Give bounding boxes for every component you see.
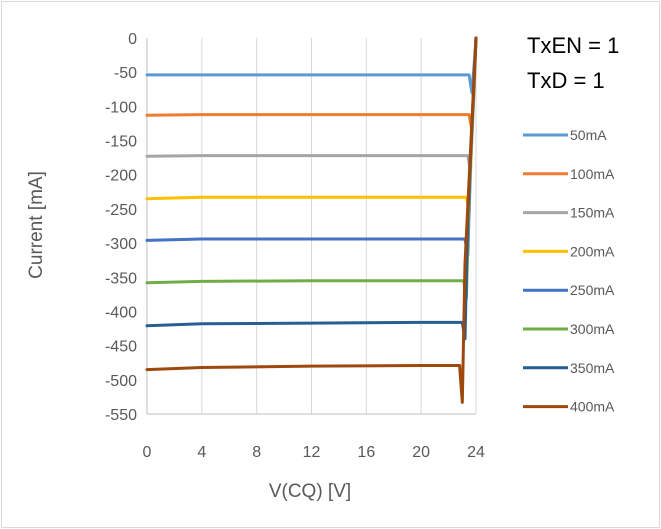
y-tick-label-6: -300 — [105, 236, 137, 253]
legend-label-400mA: 400mA — [570, 399, 615, 415]
y-tick-label-3: -150 — [105, 134, 137, 151]
x-tick-label-5: 20 — [412, 444, 430, 461]
y-tick-label-11: -550 — [105, 407, 137, 424]
label-layer: 0 -50 -100 -150 -200 -250 -300 -350 -400 -450 -500… — [105, 31, 485, 461]
grid-layer — [146, 38, 477, 414]
x-tick-label-0: 0 — [143, 444, 152, 461]
legend-label-200mA: 200mA — [570, 243, 615, 259]
series-line-400mA — [145, 36, 478, 404]
y-tick-label-2: -100 — [105, 99, 137, 116]
x-tick-label-1: 4 — [197, 444, 206, 461]
y-tick-label-9: -450 — [105, 339, 137, 356]
y-tick-label-4: -200 — [105, 168, 137, 185]
x-axis-title: V(CQ) [V] — [269, 481, 351, 502]
legend-label-250mA: 250mA — [570, 282, 615, 298]
y-tick-label-7: -350 — [105, 270, 137, 287]
x-tick-label-2: 8 — [252, 444, 261, 461]
y-tick-label-0: 0 — [128, 31, 137, 48]
annotation-txd: TxD = 1 — [527, 68, 605, 93]
y-tick-label-10: -500 — [105, 373, 137, 390]
x-tick-label-6: 24 — [467, 444, 485, 461]
y-tick-label-1: -50 — [114, 65, 137, 82]
annotation-txen: TxEN = 1 — [527, 33, 619, 58]
legend-label-50mA: 50mA — [570, 127, 607, 143]
legend-label-350mA: 350mA — [570, 360, 615, 376]
axis-layer — [146, 38, 476, 415]
y-tick-label-5: -250 — [105, 202, 137, 219]
y-tick-label-8: -400 — [105, 304, 137, 321]
x-tick-label-4: 16 — [357, 444, 375, 461]
legend-label-300mA: 300mA — [570, 321, 615, 337]
legend-label-150mA: 150mA — [570, 205, 615, 221]
y-axis-title: Current [mA] — [26, 171, 47, 279]
series-layer — [145, 36, 478, 404]
legend-layer: 50mA 100mA 150mA 200mA 250mA 300mA 350mA 400mA — [523, 127, 615, 415]
x-tick-label-3: 12 — [303, 444, 321, 461]
legend-label-100mA: 100mA — [570, 166, 615, 182]
